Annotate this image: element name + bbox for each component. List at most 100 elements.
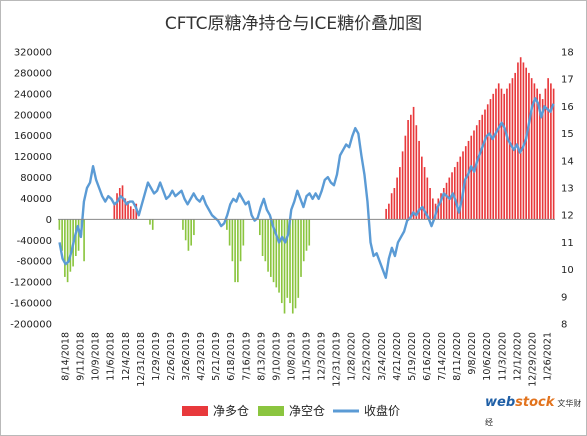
bar-净多仓 — [445, 182, 448, 220]
bar-净多仓 — [489, 99, 492, 220]
bar-净空仓 — [242, 219, 245, 246]
x-tick-label: 11/5/2019 — [302, 332, 313, 381]
bar-净空仓 — [226, 219, 228, 230]
bar-净多仓 — [544, 88, 547, 220]
bar-净多仓 — [478, 120, 481, 220]
x-tick-label: 10/9/2018 — [91, 332, 102, 381]
bar-净多仓 — [467, 140, 470, 220]
bar-净多仓 — [530, 78, 533, 220]
bar-净多仓 — [552, 88, 555, 220]
bar-净多仓 — [396, 177, 398, 220]
bar-净多仓 — [388, 203, 390, 220]
bar-净空仓 — [261, 219, 264, 256]
bar-净空仓 — [58, 219, 61, 230]
bar-净空仓 — [267, 219, 269, 272]
bar-净空仓 — [300, 219, 302, 277]
x-tick-label: 5/21/2019 — [211, 332, 222, 381]
legend-swatch — [258, 406, 284, 416]
bar-净空仓 — [64, 219, 66, 277]
bar-净多仓 — [127, 201, 129, 220]
x-tick-label: 1/28/2020 — [347, 332, 358, 381]
bar-净多仓 — [484, 109, 486, 220]
bar-净空仓 — [269, 219, 272, 277]
legend-label: 净空仓 — [289, 404, 325, 418]
left-y-tick-label: 200000 — [14, 110, 52, 121]
bar-净空仓 — [83, 219, 85, 262]
watermark-logo: webstock 文华财经 — [485, 391, 587, 429]
bar-净空仓 — [237, 219, 239, 283]
bar-净空仓 — [182, 219, 184, 230]
bar-净多仓 — [412, 106, 415, 220]
bar-净多仓 — [475, 125, 478, 220]
bar-净多仓 — [440, 193, 442, 220]
x-tick-label: 10/8/2019 — [286, 332, 297, 381]
right-y-tick-label: 8 — [561, 320, 567, 331]
bar-净空仓 — [61, 219, 63, 251]
bar-净多仓 — [500, 88, 503, 220]
bar-净多仓 — [431, 198, 434, 220]
x-tick-label: 8/11/2020 — [452, 332, 463, 381]
left-y-tick-label: 240000 — [14, 89, 52, 100]
line-series-group — [58, 97, 555, 279]
bar-净空仓 — [305, 219, 308, 251]
bar-净空仓 — [234, 219, 236, 283]
x-tick-label: 2/26/2019 — [166, 332, 177, 381]
bar-净空仓 — [184, 219, 187, 241]
left-y-axis: -200000 -160000 -120000 -80000 -40000 0 40000 8… — [10, 48, 52, 331]
x-tick-label: 4/23/2019 — [196, 332, 207, 381]
x-tick-label: 12/29/2020 — [527, 332, 538, 387]
bar-净多仓 — [442, 188, 445, 220]
x-tick-label: 9/8/2020 — [467, 332, 478, 375]
bar-净空仓 — [77, 219, 80, 251]
bar-净多仓 — [506, 88, 508, 220]
left-y-tick-label: -80000 — [17, 257, 52, 268]
legend-label: 收盘价 — [364, 403, 400, 418]
bar-净多仓 — [118, 188, 121, 220]
bar-净多仓 — [407, 120, 409, 220]
right-y-tick-label: 17 — [561, 75, 574, 86]
left-y-tick-label: -160000 — [10, 299, 52, 310]
x-tick-label: 2/25/2020 — [362, 332, 373, 381]
left-y-tick-label: -120000 — [10, 278, 52, 289]
x-tick-label: 12/1/2020 — [512, 332, 523, 381]
bar-净多仓 — [528, 72, 530, 220]
logo-cn: 文华财经 — [485, 399, 582, 427]
bar-净空仓 — [228, 219, 231, 246]
right-y-tick-label: 11 — [561, 238, 574, 249]
bar-净空仓 — [302, 219, 305, 262]
logo-web: web — [485, 395, 516, 410]
x-tick-label: 3/26/2019 — [181, 332, 192, 381]
bar-净多仓 — [470, 135, 473, 220]
x-tick-label: 7/16/2019 — [241, 332, 252, 381]
x-tick-label: 1/26/2021 — [543, 332, 554, 381]
x-axis: 8/14/2018 9/11/2018 10/9/2018 11/6/2018 12/4… — [58, 218, 555, 387]
left-y-tick-label: 280000 — [14, 68, 52, 79]
bar-净多仓 — [517, 62, 519, 220]
bar-净多仓 — [497, 83, 500, 220]
bar-净多仓 — [533, 83, 536, 220]
bar-净多仓 — [116, 193, 118, 220]
x-tick-label: 4/21/2020 — [392, 332, 403, 381]
bar-净空仓 — [283, 219, 286, 314]
bar-净多仓 — [401, 151, 404, 220]
bar-净空仓 — [272, 219, 275, 283]
right-y-tick-label: 15 — [561, 129, 574, 140]
bar-净多仓 — [508, 83, 511, 220]
x-tick-label: 9/10/2019 — [271, 332, 282, 381]
bar-净空仓 — [149, 219, 151, 225]
left-y-tick-label: -40000 — [17, 236, 52, 247]
x-tick-label: 8/13/2019 — [256, 332, 267, 381]
bar-净多仓 — [541, 99, 544, 220]
bar-净多仓 — [550, 83, 552, 220]
bar-净多仓 — [459, 156, 462, 220]
bar-净多仓 — [481, 114, 484, 220]
bar-净空仓 — [308, 219, 311, 246]
bar-净多仓 — [390, 193, 393, 220]
right-y-tick-label: 9 — [561, 292, 567, 303]
bar-净空仓 — [190, 219, 192, 246]
bar-净多仓 — [418, 140, 420, 220]
legend: 净多仓 净空仓 收盘价 — [182, 403, 400, 418]
x-tick-label: 12/31/2018 — [136, 332, 147, 387]
x-tick-label: 3/24/2020 — [377, 332, 388, 381]
bar-净多仓 — [385, 208, 387, 220]
